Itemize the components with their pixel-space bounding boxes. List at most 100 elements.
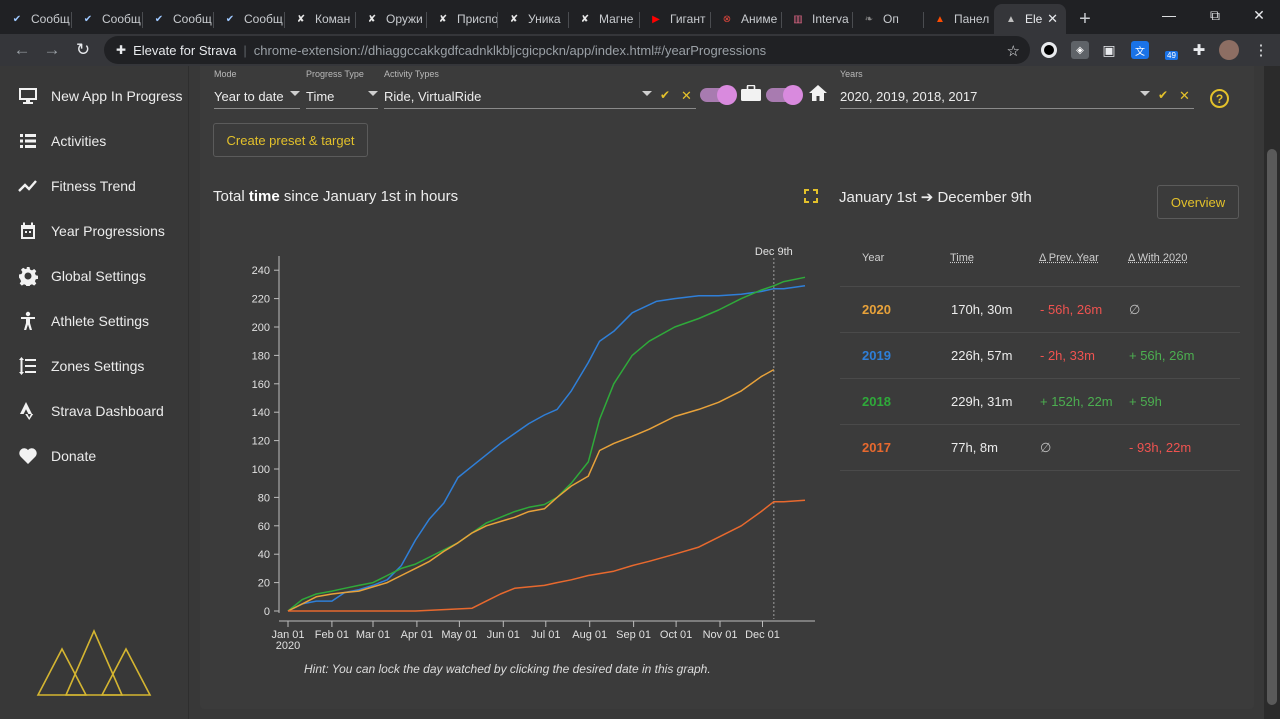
y-tick-label: 60 xyxy=(258,521,270,533)
tab-label: Interva xyxy=(812,12,849,26)
browser-tab[interactable]: ✔ Сообщ xyxy=(0,4,71,34)
mode-select[interactable]: Mode Year to date xyxy=(214,69,300,109)
extension-circle-icon[interactable] xyxy=(1041,42,1057,58)
help-icon[interactable]: ? xyxy=(1210,89,1229,108)
address-bar[interactable]: ✚ Elevate for Strava | chrome-extension:… xyxy=(104,36,1030,64)
cell-with: ∅ xyxy=(1129,302,1140,318)
tab-label: Сообщ xyxy=(173,12,212,26)
close-tab-icon[interactable]: ✕ xyxy=(1047,11,1058,27)
sidebar-item-activities[interactable]: Activities xyxy=(0,118,189,163)
camera-icon[interactable]: ▣ xyxy=(1100,41,1118,59)
calendar-icon xyxy=(18,221,38,241)
clear-x-icon[interactable]: ✕ xyxy=(1179,88,1190,104)
cell-with: - 93h, 22m xyxy=(1129,440,1191,455)
zones-icon xyxy=(18,356,38,376)
browser-tab[interactable]: ⊗ Аниме xyxy=(710,4,781,34)
sidebar-item-athlete-settings[interactable]: Athlete Settings xyxy=(0,298,189,343)
browser-tab[interactable]: ▥ Interva xyxy=(781,4,852,34)
steam-icon: ✔ xyxy=(81,12,95,26)
scrollbar-thumb[interactable] xyxy=(1267,149,1277,705)
browser-tab[interactable]: ✘ Приспо xyxy=(426,4,497,34)
year-progression-chart[interactable]: 0 20 40 60 80 100 120 140 160 180 200 220 240 Jan 01 F… xyxy=(240,240,820,660)
browser-tab[interactable]: ❧ Оп xyxy=(852,4,923,34)
cell-prev: ∅ xyxy=(1040,440,1051,456)
select-all-check-icon[interactable]: ✔ xyxy=(660,88,670,102)
back-button[interactable]: ← xyxy=(11,39,33,61)
browser-tab[interactable]: ▲ Ele ✕ xyxy=(994,4,1066,34)
profile-avatar[interactable] xyxy=(1219,40,1239,60)
sidebar-item-new-app-in-progress[interactable]: New App In Progress xyxy=(0,73,189,118)
table-row: 2018 229h, 31m + 152h, 22m + 59h xyxy=(840,378,1240,424)
commute-toggle[interactable] xyxy=(700,88,734,102)
browser-tab[interactable]: ✘ Коман xyxy=(284,4,355,34)
steam-icon: ✔ xyxy=(10,12,24,26)
close-window-button[interactable]: ✕ xyxy=(1236,0,1280,30)
create-preset-button[interactable]: Create preset & target xyxy=(213,123,368,157)
cell-year: 2019 xyxy=(862,348,891,363)
sidebar-item-label: Strava Dashboard xyxy=(51,403,164,419)
forward-button[interactable]: → xyxy=(41,39,63,61)
progress-type-select[interactable]: Progress Type Time xyxy=(306,69,378,109)
x-tick-label: Mar 01 xyxy=(356,629,390,641)
activity-types-select[interactable]: Activity Types Ride, VirtualRide ✔ ✕ xyxy=(384,69,696,109)
browser-tab[interactable]: ✔ Сообщ xyxy=(71,4,142,34)
tab-label: Коман xyxy=(315,12,350,26)
col-header-prev-year: Δ Prev. Year xyxy=(1039,252,1099,264)
browser-tab[interactable]: ▲ Панел xyxy=(923,4,994,34)
x-tick-label: Jul 01 xyxy=(531,629,560,641)
bookmark-star-icon[interactable]: ☆ xyxy=(1007,42,1020,60)
sidebar-item-fitness-trend[interactable]: Fitness Trend xyxy=(0,163,189,208)
chevron-down-icon xyxy=(642,91,652,96)
cell-time: 170h, 30m xyxy=(951,302,1012,317)
chevron-down-icon xyxy=(1140,91,1150,96)
steam-icon: ✔ xyxy=(223,12,237,26)
browser-tab[interactable]: ✘ Уника xyxy=(497,4,568,34)
new-tab-button[interactable]: + xyxy=(1070,4,1100,34)
chart-title-suffix: since January 1st in hours xyxy=(284,188,458,205)
years-select[interactable]: Years 2020, 2019, 2018, 2017 ✔ ✕ xyxy=(840,69,1194,109)
indoor-toggle[interactable] xyxy=(766,88,800,102)
browser-tab[interactable]: ✔ Сообщ xyxy=(213,4,284,34)
browser-tab[interactable]: ✘ Оружи xyxy=(355,4,426,34)
elevate-logo xyxy=(36,629,156,697)
toggle-knob xyxy=(783,85,803,105)
intervals-icon: ▥ xyxy=(791,12,805,26)
fullscreen-icon[interactable] xyxy=(804,189,818,203)
chevron-down-icon xyxy=(368,91,378,96)
browser-tab[interactable]: ▶ Гигант xyxy=(639,4,710,34)
cell-time: 226h, 57m xyxy=(951,348,1012,363)
sidebar-item-strava-dashboard[interactable]: Strava Dashboard xyxy=(0,388,189,433)
sidebar-item-zones-settings[interactable]: Zones Settings xyxy=(0,343,189,388)
x-tick-label: Oct 01 xyxy=(660,629,692,641)
overview-button[interactable]: Overview xyxy=(1157,185,1239,219)
chart-title: Total time since January 1st in hours xyxy=(213,188,458,205)
translate-icon[interactable]: 文 xyxy=(1131,41,1149,59)
tab-label: Магне xyxy=(599,12,633,26)
table-bottom-divider xyxy=(840,470,1240,471)
sidebar-item-year-progressions[interactable]: Year Progressions xyxy=(0,208,189,253)
extension-shield-icon[interactable]: ◈ xyxy=(1071,41,1089,59)
extension-badge-icon[interactable]: 49 xyxy=(1161,41,1179,59)
select-all-check-icon[interactable]: ✔ xyxy=(1158,88,1168,102)
years-value: 2020, 2019, 2018, 2017 xyxy=(840,89,977,104)
trend-icon xyxy=(18,176,38,196)
x-tick-label: Apr 01 xyxy=(401,629,433,641)
maximize-button[interactable]: ⧉ xyxy=(1192,0,1238,30)
sidebar-item-global-settings[interactable]: Global Settings xyxy=(0,253,189,298)
url-site-name: Elevate for Strava xyxy=(133,43,236,58)
x-tick-label: Sep 01 xyxy=(616,629,651,641)
page-scrollbar[interactable] xyxy=(1264,66,1280,719)
tab-label: Оп xyxy=(883,12,899,26)
minimize-button[interactable]: — xyxy=(1146,0,1192,30)
clear-x-icon[interactable]: ✕ xyxy=(681,88,692,104)
browser-tab[interactable]: ✘ Магне xyxy=(568,4,639,34)
browser-menu-icon[interactable]: ⋮ xyxy=(1252,41,1270,59)
x-tick-label: Jun 01 xyxy=(487,629,520,641)
reload-button[interactable]: ↻ xyxy=(72,39,94,61)
browser-tab[interactable]: ✔ Сообщ xyxy=(142,4,213,34)
tab-label: Панел xyxy=(954,12,989,26)
series-line-2018 xyxy=(288,277,805,611)
extensions-puzzle-icon[interactable]: ✚ xyxy=(1190,41,1208,59)
sidebar-item-donate[interactable]: Donate xyxy=(0,433,189,478)
table-row: 2020 170h, 30m - 56h, 26m ∅ xyxy=(840,286,1240,332)
